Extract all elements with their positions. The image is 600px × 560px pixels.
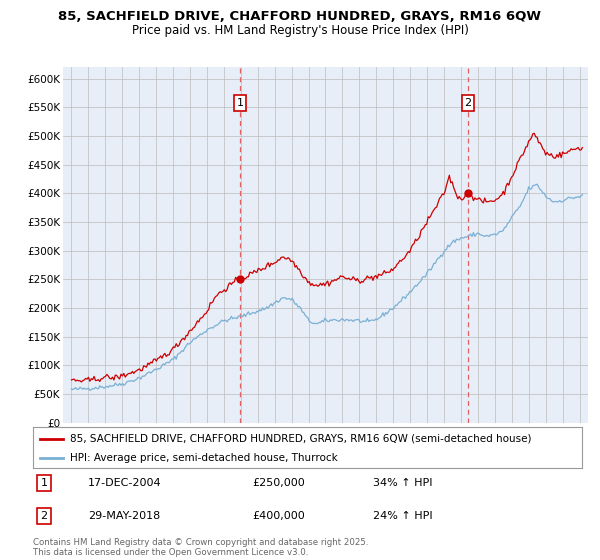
Text: £250,000: £250,000 — [253, 478, 305, 488]
Text: HPI: Average price, semi-detached house, Thurrock: HPI: Average price, semi-detached house,… — [70, 452, 338, 463]
Text: 2: 2 — [464, 98, 472, 108]
Text: 1: 1 — [40, 478, 47, 488]
Text: 85, SACHFIELD DRIVE, CHAFFORD HUNDRED, GRAYS, RM16 6QW: 85, SACHFIELD DRIVE, CHAFFORD HUNDRED, G… — [59, 10, 542, 22]
Text: 85, SACHFIELD DRIVE, CHAFFORD HUNDRED, GRAYS, RM16 6QW (semi-detached house): 85, SACHFIELD DRIVE, CHAFFORD HUNDRED, G… — [70, 433, 532, 444]
Text: Contains HM Land Registry data © Crown copyright and database right 2025.
This d: Contains HM Land Registry data © Crown c… — [33, 538, 368, 557]
Text: Price paid vs. HM Land Registry's House Price Index (HPI): Price paid vs. HM Land Registry's House … — [131, 24, 469, 36]
Text: 1: 1 — [236, 98, 244, 108]
Text: 29-MAY-2018: 29-MAY-2018 — [88, 511, 160, 521]
Text: £400,000: £400,000 — [253, 511, 305, 521]
Text: 2: 2 — [40, 511, 47, 521]
Text: 24% ↑ HPI: 24% ↑ HPI — [373, 511, 433, 521]
Text: 17-DEC-2004: 17-DEC-2004 — [88, 478, 161, 488]
Text: 34% ↑ HPI: 34% ↑ HPI — [373, 478, 433, 488]
